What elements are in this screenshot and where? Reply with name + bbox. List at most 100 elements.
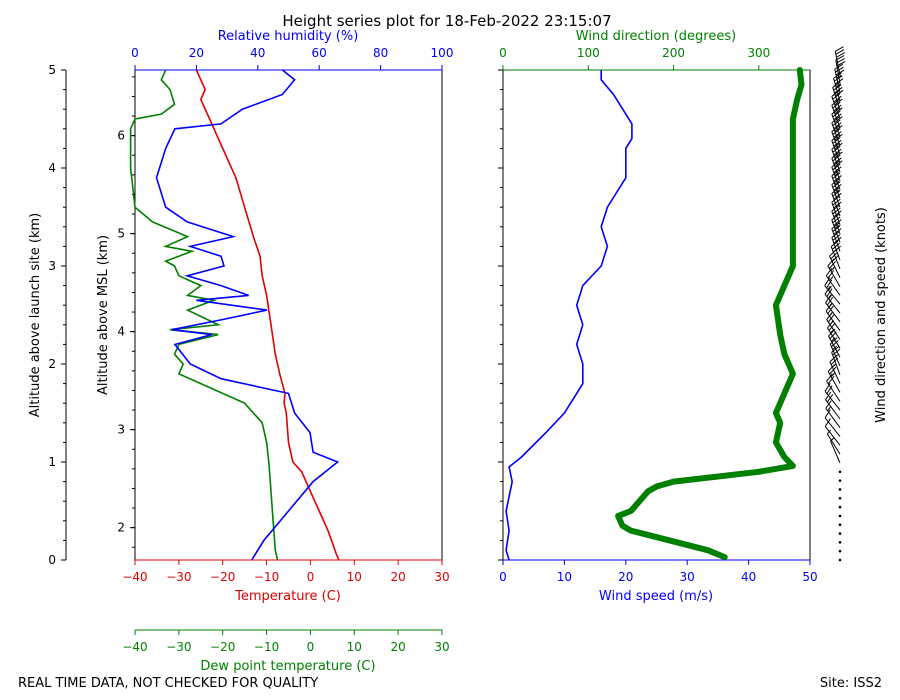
wind-barb-flag [831,187,840,194]
right-y-ticks [498,69,503,561]
wind-barb-shaft [825,310,841,331]
agl-axis-label: Altitude above launch site (km) [28,213,43,417]
wind-barb-shaft [831,193,841,217]
wind-barb-calm [838,541,842,544]
temp-tick-label: −20 [210,570,235,584]
wind-barb-flag [832,172,841,180]
wind-barb-flag [834,116,843,123]
wind-barb-half [827,406,832,412]
dew-tick-label: 30 [434,640,449,654]
wind-barb-shaft [825,399,841,420]
wind-barb-shaft [824,285,841,305]
wind-barb-shaft [833,78,841,102]
dew-axis-label: Dew point temperature (C) [200,659,375,674]
wind-barb-shaft [831,131,841,155]
wind-barb-shaft [831,210,841,234]
wind-barb-flag [832,154,841,162]
wind-barb-flag [833,201,842,209]
wind-barb-calm [838,496,842,500]
wind-barb-shaft [831,105,841,128]
wind-barb-flag [835,69,845,76]
wind-barb-flag [832,225,841,232]
wind-barb-flag [832,163,841,171]
wdir-tick-label: 300 [747,46,770,60]
wind-barb-flag [833,122,842,129]
rh-tick-label: 20 [189,46,204,60]
wind-barb-shaft [824,293,841,314]
wind-barb-shaft [832,87,841,111]
wind-barb-shaft [830,440,841,464]
wind-barb-shaft [824,390,841,411]
wind-barb-flag [831,134,840,141]
wind-barb-shaft [831,140,841,164]
wind-barb-shaft [827,371,841,393]
wind-barb-flag [833,131,842,138]
agl-tick-label: 2 [48,357,56,371]
wind-barb-shaft [834,69,841,93]
wind-barb-shaft [827,265,841,287]
temp-tick-label: 0 [307,570,315,584]
wind-barb-flag [834,125,843,132]
wind-barb-flag [831,90,840,97]
wind-barb-calm [838,479,842,482]
wind-barb-flag [829,337,838,345]
wind-barb-flag [833,236,842,244]
wind-barb-flag [828,261,836,269]
wind-barb-shaft [834,51,841,75]
quality-note: REAL TIME DATA, NOT CHECKED FOR QUALITY [18,676,318,691]
wspd-axis-ticks: 0 10 20 30 40 50 [499,560,818,584]
wind-barb-shaft [831,175,841,199]
wind-barb-shaft [824,426,841,446]
wind-barb-shaft [830,246,841,270]
wind-barb-flag [831,340,839,348]
wind-barb-flag [835,46,844,52]
msl-tick-label: 6 [117,129,125,143]
msl-tick-label: 3 [117,423,125,437]
wind-barb-shaft [831,166,841,190]
wind-barb-flag [831,222,840,230]
wind-barb-flag [824,286,831,295]
wspd-tick-label: 10 [557,570,572,584]
wind-barb-flag [834,160,843,168]
wind-barb-flag [833,84,842,91]
wind-barb-half [829,276,834,281]
wind-barb-flag [834,75,843,82]
wind-barb-half [829,311,834,317]
wspd-tick-label: 0 [499,570,507,584]
wind-barb-flag [831,213,840,221]
agl-tick-label: 5 [48,63,56,77]
wind-barb-flag [833,139,842,147]
wind-barb-flag [831,204,840,212]
wind-barb-flag [833,245,841,253]
wind-barb-flag [832,207,841,215]
wind-barb-shaft [831,96,841,120]
dew-tick-label: −10 [254,640,279,654]
wind-barbs [824,46,846,562]
wind-barb-half [828,294,833,300]
wind-barb-flag [832,198,841,206]
wind-barb-shaft [829,361,841,384]
wind-speed-line [505,70,633,561]
wind-barb-flag [834,87,843,94]
rh-axis-ticks: 0 20 40 60 80 100 [131,46,453,70]
wdir-axis-ticks: 0 100 200 300 [499,46,770,70]
msl-tick-label: 4 [117,325,125,339]
dew-tick-label: 10 [347,640,362,654]
wind-barb-calm [838,514,842,518]
wind-barb-shaft [826,381,841,402]
wind-barb-shaft [831,113,841,137]
wind-barb-shaft [831,202,841,226]
wind-barb-flag [833,210,842,218]
wind-barb-flag [827,258,835,267]
wind-barb-flag [832,101,841,109]
wind-barb-flag [833,95,842,103]
site-label: Site: ISS2 [820,676,882,691]
wind-barb-flag [826,373,833,382]
wind-barb-flag [836,52,845,58]
wind-barb-flag [830,240,839,247]
wind-barb-flag [833,219,842,226]
wind-barb-flag [835,66,844,73]
rh-tick-label: 60 [312,46,327,60]
wind-barb-flag [826,385,833,394]
wind-barb-flag [833,166,842,174]
